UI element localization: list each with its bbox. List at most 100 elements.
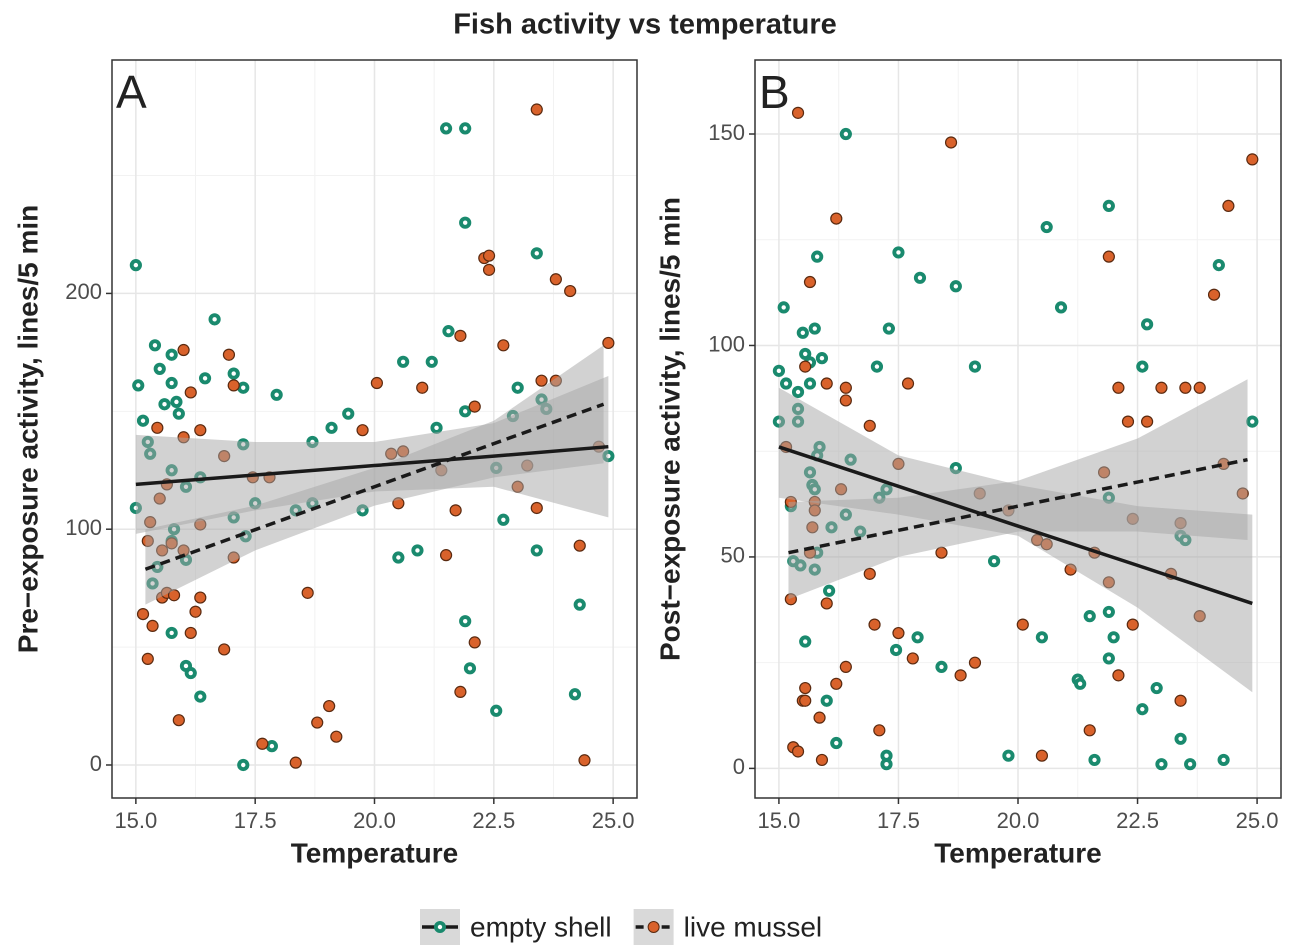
point: [1174, 732, 1187, 745]
point-center: [1044, 224, 1049, 230]
point: [151, 421, 164, 434]
point: [1212, 259, 1225, 272]
point: [511, 381, 524, 394]
point-center: [446, 328, 451, 334]
point: [198, 372, 212, 385]
point: [411, 544, 424, 557]
point: [237, 381, 250, 394]
point: [454, 685, 467, 698]
point: [1126, 618, 1139, 631]
point-marker: [1222, 199, 1235, 213]
point: [535, 374, 548, 387]
point-center: [1250, 419, 1255, 424]
panel-label: B: [759, 66, 790, 118]
y-axis-title: Pre−exposure activity, lines/5 min: [12, 205, 43, 653]
point: [573, 539, 586, 552]
point-marker: [530, 501, 543, 515]
point: [1136, 360, 1149, 373]
point: [459, 615, 472, 628]
point: [530, 103, 543, 116]
point: [1179, 381, 1192, 394]
point: [882, 322, 895, 335]
point: [459, 122, 472, 135]
point: [1054, 301, 1068, 314]
point-marker: [1112, 669, 1125, 682]
point-center: [1187, 761, 1193, 767]
point-marker: [1121, 415, 1135, 428]
point: [1136, 703, 1149, 716]
point: [370, 376, 383, 390]
point: [799, 360, 812, 373]
y-tick-label: 150: [708, 120, 745, 145]
point: [425, 355, 438, 368]
point-center: [162, 402, 167, 407]
confidence-band: [135, 375, 609, 534]
point-center: [1058, 305, 1064, 310]
point: [1155, 758, 1168, 771]
legend: empty shell live mussel: [420, 909, 822, 945]
point: [1141, 318, 1154, 331]
point-center: [434, 425, 439, 431]
legend-key-point: [647, 921, 660, 933]
point-center: [157, 366, 162, 372]
point: [301, 586, 314, 599]
point: [482, 263, 496, 276]
fit-line: [788, 457, 1248, 555]
point-marker: [839, 660, 852, 673]
point-marker: [172, 714, 185, 727]
point-marker: [1126, 618, 1139, 631]
point: [356, 424, 369, 437]
point-marker: [535, 374, 548, 387]
point: [815, 352, 829, 365]
point-marker: [863, 419, 876, 432]
point-marker: [482, 249, 496, 262]
x-axis-title: Temperature: [291, 837, 459, 868]
point: [165, 376, 178, 390]
point-marker: [839, 381, 852, 394]
fit-line: [144, 402, 605, 571]
point: [1016, 618, 1029, 631]
point: [208, 313, 221, 326]
point: [530, 247, 543, 260]
point: [141, 652, 154, 665]
point-center: [1216, 262, 1222, 268]
point: [799, 681, 812, 695]
point-center: [534, 548, 539, 553]
point-marker: [184, 626, 197, 640]
panel: 15.0 17.5 20.0 22.5 25.0 0 100 200 A Temperature P…: [12, 59, 638, 868]
point: [194, 690, 207, 703]
point-center: [884, 761, 889, 767]
legend-key-center: [437, 924, 443, 930]
point-center: [972, 364, 978, 369]
point: [392, 551, 405, 564]
point: [944, 136, 958, 149]
point-marker: [791, 106, 805, 119]
point-marker: [830, 212, 843, 225]
point: [227, 379, 240, 392]
point-marker: [799, 681, 812, 695]
x-tick-label: 20.0: [997, 808, 1040, 833]
point: [439, 122, 453, 135]
point-center: [140, 418, 146, 423]
point-marker: [954, 669, 967, 682]
point: [808, 322, 821, 335]
point-center: [329, 425, 334, 431]
y-tick-label: 0: [733, 754, 745, 779]
point-center: [188, 670, 193, 676]
legend-label: empty shell: [470, 911, 612, 942]
point: [987, 555, 1001, 568]
point-marker: [468, 400, 481, 413]
x-tick-label: 17.5: [877, 808, 920, 833]
x-tick-label: 25.0: [592, 808, 635, 833]
point: [222, 348, 236, 361]
point: [165, 348, 178, 361]
point: [1121, 415, 1135, 428]
point: [1155, 381, 1168, 394]
point: [803, 275, 817, 289]
point-center: [133, 262, 139, 268]
point: [153, 362, 166, 375]
legend-item: empty shell: [420, 909, 612, 945]
point: [1107, 631, 1120, 644]
point: [820, 694, 833, 707]
